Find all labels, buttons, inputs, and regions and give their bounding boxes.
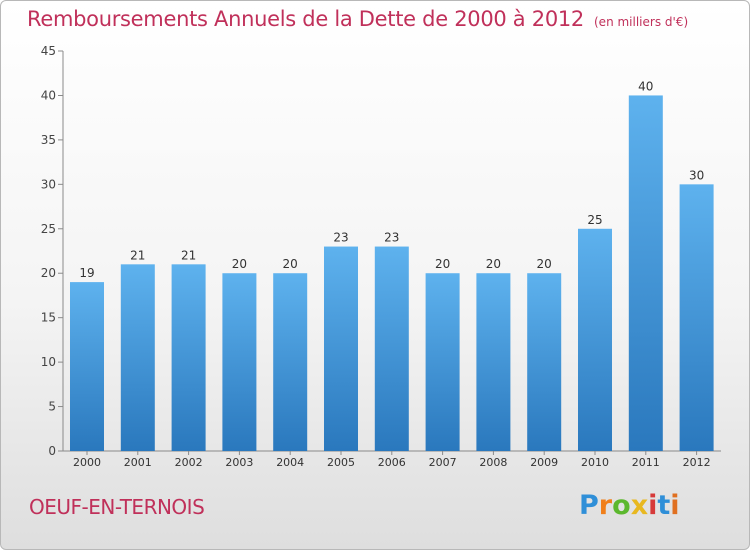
value-label-2001: 21 (130, 248, 145, 262)
bar-2010 (578, 228, 612, 451)
x-tick-label-2002: 2002 (175, 456, 203, 469)
x-tick-label-2003: 2003 (225, 456, 253, 469)
proxiti-logo: Proxiti (579, 490, 680, 521)
y-tick-label: 10 (41, 355, 56, 369)
bar-2008 (476, 273, 511, 451)
bar-2004 (273, 273, 308, 451)
x-tick-label-2000: 2000 (73, 456, 101, 469)
chart-subtitle: (en milliers d'€) (594, 15, 689, 29)
x-tick-label-2007: 2007 (429, 456, 457, 469)
x-tick-label-2005: 2005 (327, 456, 355, 469)
bar-2003 (222, 273, 257, 451)
logo-letter: t (657, 490, 671, 521)
y-tick-label: 5 (48, 400, 56, 414)
value-label-2004: 20 (283, 257, 298, 271)
y-tick-label: 30 (41, 177, 56, 191)
bar-2007 (425, 273, 460, 451)
value-label-2012: 30 (689, 168, 704, 182)
x-tick-label-2009: 2009 (530, 456, 558, 469)
value-label-2007: 20 (435, 257, 450, 271)
bar-2012 (679, 184, 714, 452)
chart-title: Remboursements Annuels de la Dette de 20… (27, 7, 584, 31)
value-label-2006: 23 (384, 231, 399, 245)
value-label-2003: 20 (232, 257, 247, 271)
logo-letter: i (648, 490, 658, 521)
value-label-2011: 40 (638, 79, 653, 93)
bar-2009 (527, 273, 562, 451)
logo-letter: r (598, 490, 613, 521)
bar-2005 (324, 246, 358, 451)
x-tick-label-2012: 2012 (683, 456, 711, 469)
logo-letter: x (630, 490, 649, 521)
chart-title-row: Remboursements Annuels de la Dette de 20… (27, 7, 688, 31)
y-tick-label: 25 (41, 222, 56, 236)
y-tick-label: 20 (41, 266, 56, 280)
x-tick-label-2010: 2010 (581, 456, 609, 469)
y-tick-label: 45 (41, 44, 56, 58)
y-tick-label: 0 (48, 444, 56, 458)
x-tick-label-2008: 2008 (479, 456, 507, 469)
bar-2006 (374, 246, 409, 451)
logo-letter: o (612, 490, 631, 521)
value-label-2002: 21 (181, 248, 196, 262)
logo-letter: P (579, 490, 599, 521)
x-tick-label-2001: 2001 (124, 456, 152, 469)
bar-2001 (120, 264, 155, 451)
value-label-2008: 20 (486, 257, 501, 271)
value-label-2000: 19 (79, 266, 94, 280)
x-tick-label-2006: 2006 (378, 456, 406, 469)
bar-2000 (70, 282, 104, 451)
x-tick-label-2004: 2004 (276, 456, 304, 469)
y-tick-label: 40 (41, 88, 56, 102)
value-label-2005: 23 (333, 231, 348, 245)
value-label-2009: 20 (537, 257, 552, 271)
logo-letter: i (670, 490, 680, 521)
y-tick-label: 15 (41, 311, 56, 325)
x-tick-label-2011: 2011 (632, 456, 660, 469)
y-tick-label: 35 (41, 133, 56, 147)
commune-name: OEUF-EN-TERNOIS (29, 495, 205, 519)
bar-2011 (628, 95, 663, 451)
bar-2002 (171, 264, 206, 451)
value-label-2010: 25 (587, 213, 602, 227)
